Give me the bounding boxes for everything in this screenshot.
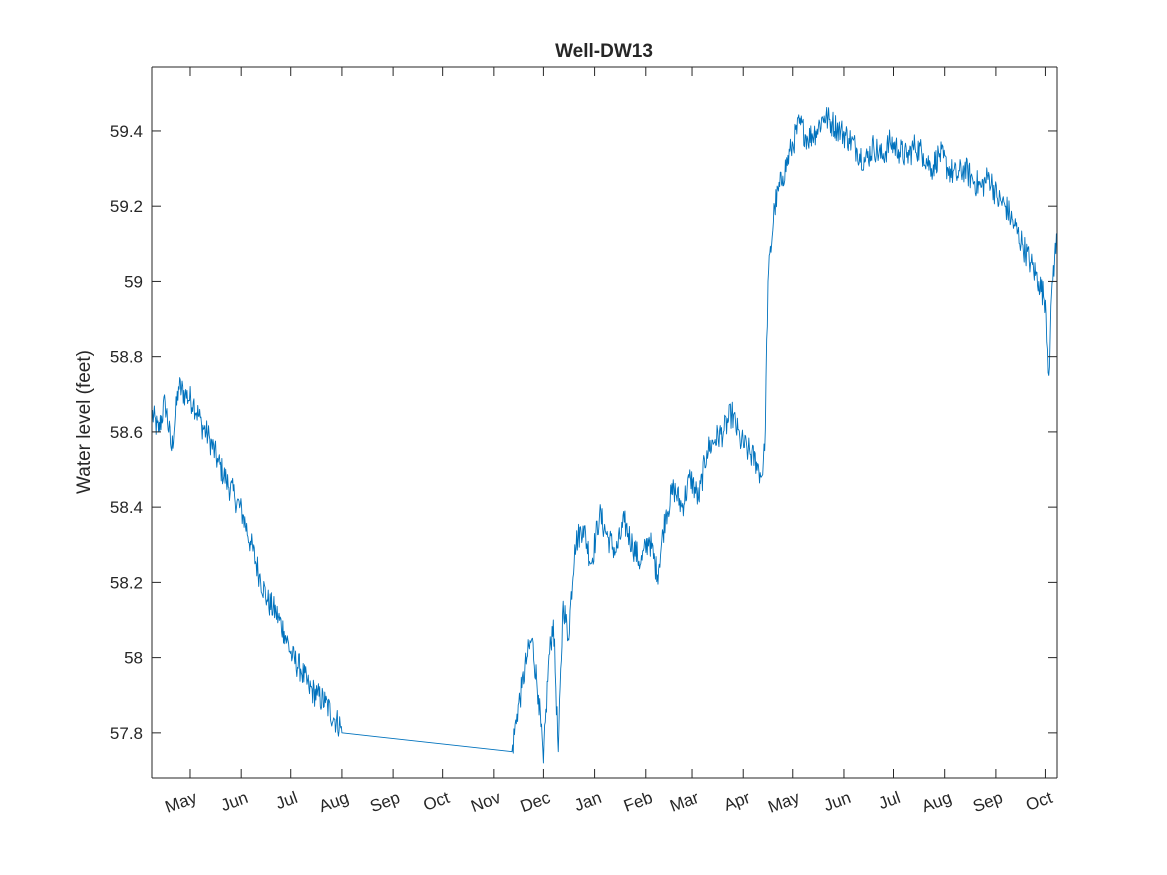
y-tick-label: 59.4	[110, 122, 143, 141]
y-tick-label: 57.8	[110, 724, 143, 743]
y-tick-label: 59.2	[110, 197, 143, 216]
chart-title: Well-DW13	[555, 41, 653, 62]
series-line	[151, 106, 1058, 764]
y-tick-label: 58	[124, 649, 143, 668]
axes	[151, 66, 1058, 779]
y-tick-label: 58.6	[110, 423, 143, 442]
y-tick-label: 58.4	[110, 498, 143, 517]
y-tick-label: 59	[124, 272, 143, 291]
series-layer	[151, 106, 1058, 764]
y-tick-label: 58.2	[110, 573, 143, 592]
y-tick-label: 58.8	[110, 348, 143, 367]
y-axis-label: Water level (feet)	[74, 350, 95, 494]
plot-area	[152, 67, 1057, 778]
